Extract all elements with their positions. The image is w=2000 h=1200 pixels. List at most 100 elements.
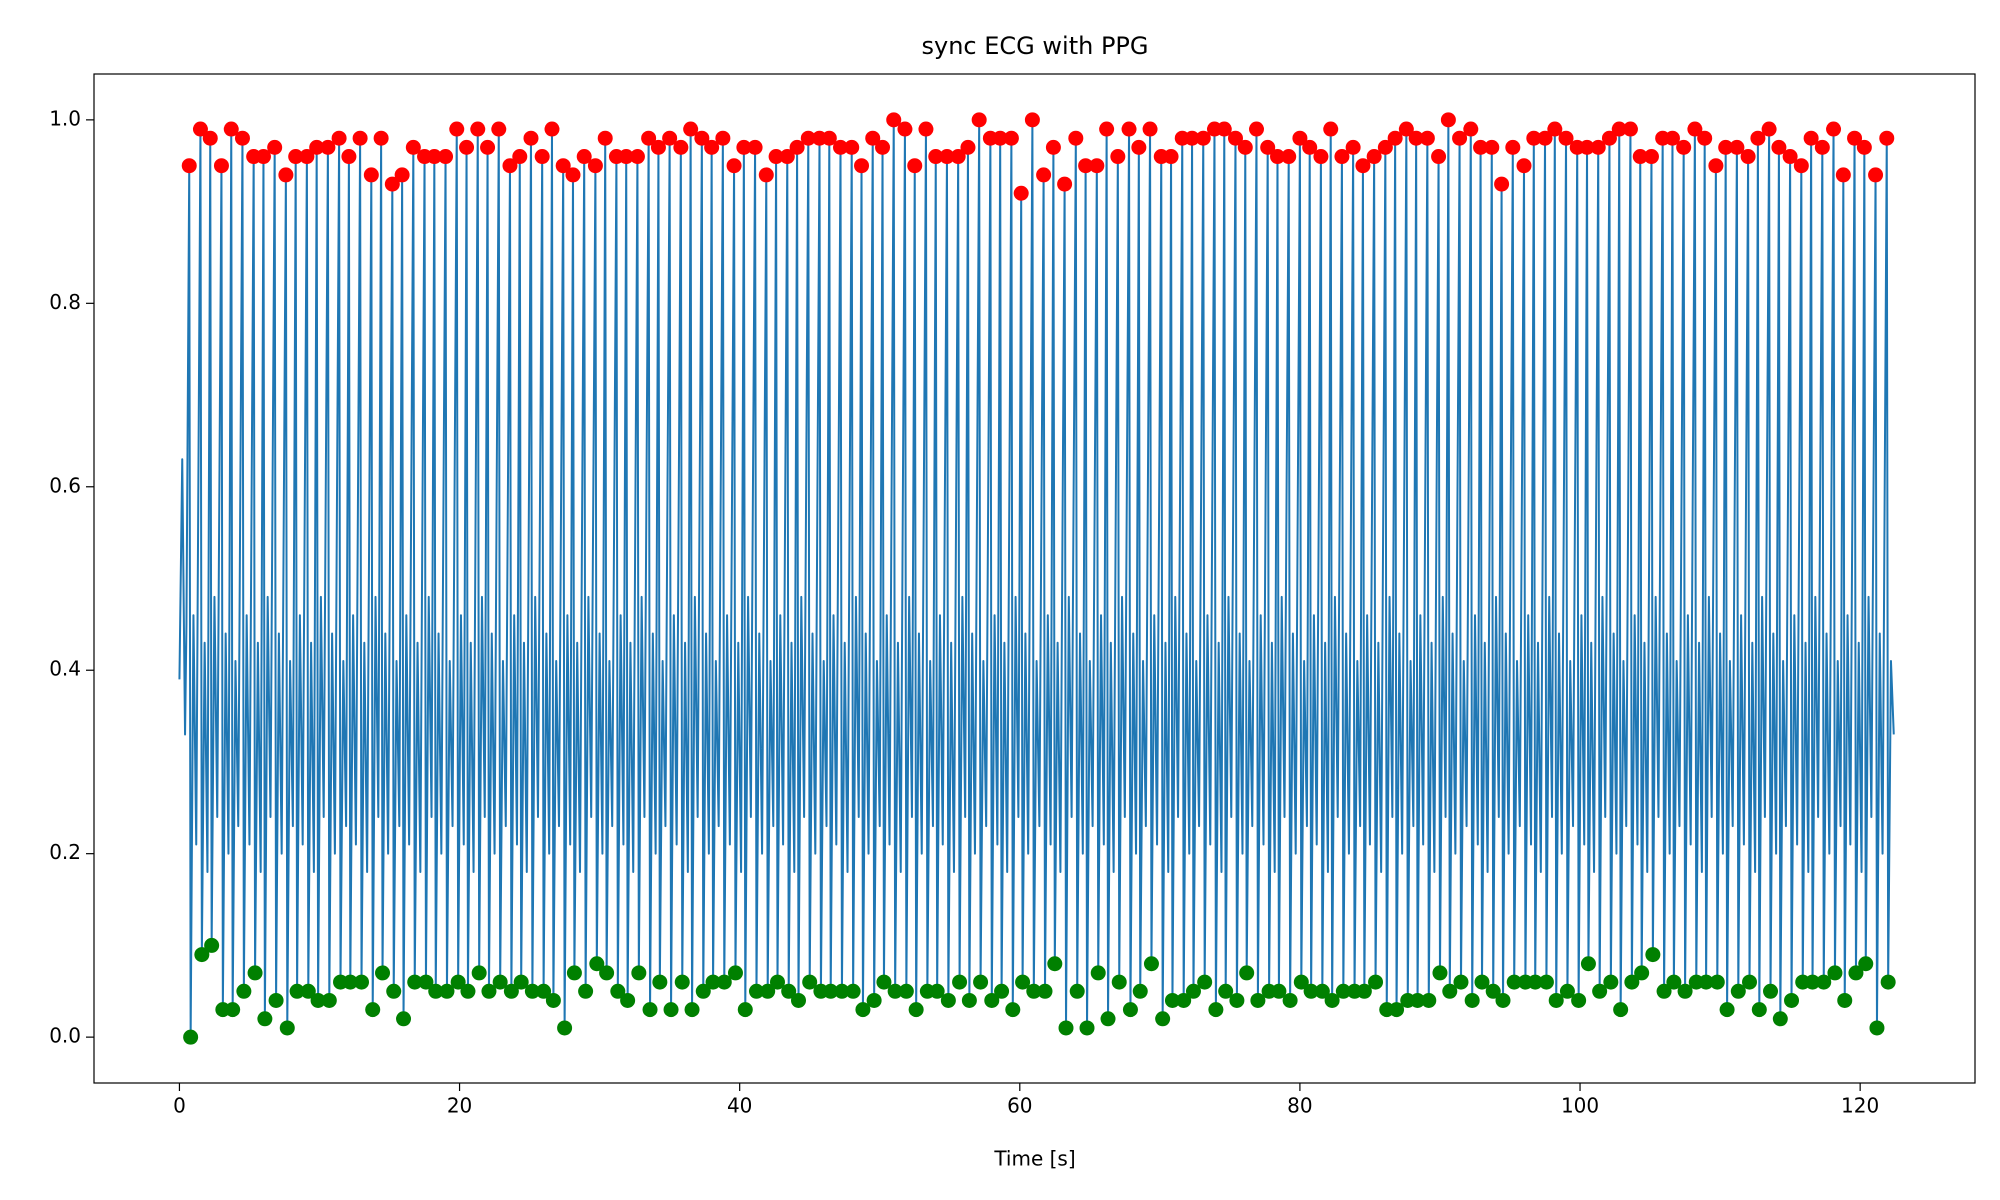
point [1026,983,1042,999]
point [1271,983,1287,999]
point [1643,149,1659,165]
point [737,1002,753,1018]
point [1814,139,1830,155]
point [257,1011,273,1027]
point [1303,983,1319,999]
point [1729,139,1745,155]
point [1537,130,1553,146]
point [1740,149,1756,165]
point [471,965,487,981]
point [1335,983,1351,999]
point [1024,112,1040,128]
point [650,139,666,155]
point [418,974,434,990]
point [480,139,496,155]
point [769,974,785,990]
point [1142,121,1158,137]
point [1432,965,1448,981]
point [236,983,252,999]
x-tick-label: 60 [1007,1094,1032,1118]
point [781,983,797,999]
point [1015,974,1031,990]
point [1506,974,1522,990]
point [865,130,881,146]
point [994,983,1010,999]
point [589,956,605,972]
point [1622,121,1638,137]
point [1709,974,1725,990]
point [823,983,839,999]
point [491,121,507,137]
point [1132,983,1148,999]
point [1771,139,1787,155]
y-tick-label: 0.6 [49,473,81,497]
point [1803,130,1819,146]
point [1761,121,1777,137]
point [631,965,647,981]
point [704,139,720,155]
chart-title: sync ECG with PPG [922,32,1149,60]
x-tick-label: 100 [1561,1094,1599,1118]
point [1260,139,1276,155]
point [394,167,410,183]
point [1473,139,1489,155]
point [1090,965,1106,981]
x-tick-label: 40 [727,1094,752,1118]
point [760,983,776,999]
point [1302,139,1318,155]
point [674,974,690,990]
point [1816,974,1832,990]
point [1847,130,1863,146]
y-tick-label: 0.0 [49,1024,81,1048]
point [1718,139,1734,155]
point [1293,974,1309,990]
point [1579,139,1595,155]
point [534,149,550,165]
point [566,965,582,981]
point [1216,121,1232,137]
point [663,1002,679,1018]
point [192,121,208,137]
point [652,974,668,990]
point [1431,149,1447,165]
point [255,149,271,165]
point [747,139,763,155]
point [1270,149,1286,165]
point [1121,121,1137,137]
point [405,139,421,155]
point [1750,130,1766,146]
point [855,1002,871,1018]
point [673,139,689,155]
point [1163,149,1179,165]
point [1045,139,1061,155]
point [683,121,699,137]
point [695,983,711,999]
point [428,983,444,999]
point [1751,1002,1767,1018]
point [1835,167,1851,183]
point [1057,176,1073,192]
point [1323,121,1339,137]
point [620,992,636,1008]
point [1398,121,1414,137]
point [1176,992,1192,1008]
point [587,158,603,174]
point [321,992,337,1008]
point [396,1011,412,1027]
point [952,974,968,990]
point [524,983,540,999]
point [1474,974,1490,990]
point [1387,130,1403,146]
point [513,974,529,990]
point [1089,158,1105,174]
point [629,149,645,165]
point [1634,965,1650,981]
point [384,176,400,192]
point [1494,176,1510,192]
point [618,149,634,165]
point [1645,947,1661,963]
point [1111,974,1127,990]
point [1624,974,1640,990]
point [929,983,945,999]
